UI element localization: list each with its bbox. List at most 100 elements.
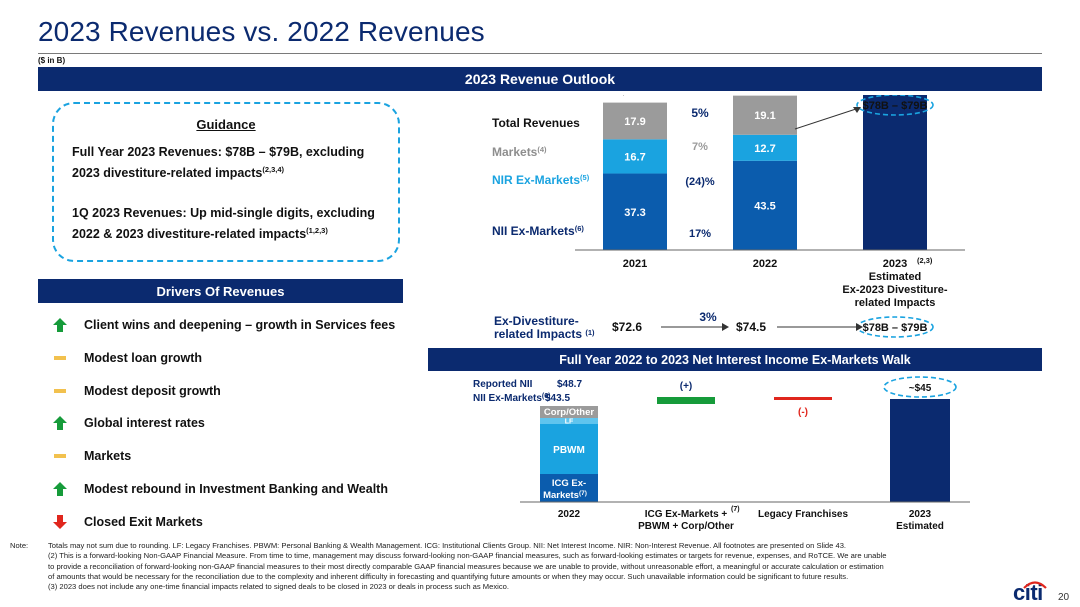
stack-segment [733,134,797,161]
trend-arrow-head-icon [853,107,861,113]
driver-label: Client wins and deepening – growth in Se… [84,318,396,332]
category-label: 2021 [623,258,647,270]
segment-label: ICG Ex- [552,478,586,489]
category-label: Estimated [869,271,922,283]
stack-segment [603,102,667,140]
driver-item: Closed Exit Markets [52,512,203,532]
segment-label: PBWM [553,445,585,456]
ex-divestiture-growth: 3% [699,310,717,324]
guidance-full-year: Full Year 2023 Revenues: $78B – $79B, ex… [72,144,392,182]
driver-item: Markets [52,446,131,466]
growth-label: 17% [689,228,711,240]
stack-segment [733,95,797,135]
segment-value: 37.3 [624,207,645,219]
stack-segment [540,418,598,424]
nii-walk-header: Full Year 2022 to 2023 Net Interest Inco… [428,348,1042,371]
series-label: Markets(4) [492,145,547,159]
category-label: related Impacts [855,297,936,309]
dash-icon [52,448,68,464]
decrease-label: (-) [798,407,808,418]
category-label: PBWM + Corp/Other [638,521,734,532]
driver-item: Modest loan growth [52,348,202,368]
total-value: $78B – $79B [863,100,928,112]
category-label: Legacy Franchises [758,509,848,520]
dash-icon [52,350,68,366]
driver-item: Modest deposit growth [52,381,221,401]
nii-ex-markets-value: $43.5 [545,393,570,404]
growth-label: 7% [692,141,708,153]
driver-label: Modest rebound in Investment Banking and… [84,482,388,496]
note-line: (2) This is a forward-looking Non-GAAP F… [48,551,887,561]
dash-icon [52,383,68,399]
arrow-up-icon [52,481,68,497]
category-label: ICG Ex-Markets + [645,509,728,520]
notes-body: Totals may not sum due to rounding. LF: … [48,541,1048,592]
nii-walk-chart: Reported NII $48.7 NII Ex-Markets(6) $43.5 I… [425,371,1045,536]
segment-footnote: (7) [579,490,587,497]
category-label: Estimated [896,521,944,532]
series-footnote: (4) [537,145,547,154]
segment-value: 17.9 [624,116,645,128]
nii-walk-chart-svg: Reported NII $48.7 NII Ex-Markets(6)$43.5 I… [473,376,970,532]
estimate-bar [863,89,927,250]
decrease-bar [774,397,832,400]
nii-ex-markets-label: NII Ex-Markets(6) [473,393,550,404]
estimate-highlight-ring [883,376,957,398]
growth-label: (24)% [685,176,715,188]
guidance-full-year-text: Full Year 2023 Revenues: $78B – $79B, ex… [72,145,365,181]
page-title: 2023 Revenues vs. 2022 Revenues [38,16,485,47]
stack-segment [540,406,598,418]
arrow-down-icon [52,514,68,530]
drivers-header: Drivers Of Revenues [38,279,403,303]
category-label: 2022 [558,509,581,520]
segment-value: 12.7 [754,143,775,155]
growth-label: 5% [691,106,709,120]
ex-divestiture-value: $74.5 [736,320,766,334]
arrow-up-icon [52,317,68,333]
guidance-1q-footnote: (1,2,3) [306,226,328,235]
segment-value: 43.5 [754,200,775,212]
note-line: (3) 2023 does not include any one-time f… [48,582,509,592]
stack-segment [603,139,667,174]
segment-label: Markets(7) [543,490,587,501]
increase-bar [657,397,715,404]
guidance-title: Guidance [196,117,256,132]
stack-segment [733,160,797,250]
segment-value: 19.1 [754,110,775,122]
driver-label: Global interest rates [84,416,205,431]
series-label: NII Ex-Markets(6) [492,224,584,238]
ex-divestiture-value: $72.6 [612,320,642,334]
category-label: Ex-2023 Divestiture- [842,284,947,296]
guidance-1q-text: 1Q 2023 Revenues: Up mid-single digits, … [72,206,375,242]
driver-item: Client wins and deepening – growth in Se… [52,315,395,335]
outlook-header: 2023 Revenue Outlook [38,67,1042,91]
segment-label: LF [565,419,574,426]
ex-divestiture-arrow-head-icon [856,323,863,331]
series-label: NIR Ex-Markets(5) [492,173,590,187]
nii-ex-markets-footnote: (6) [542,393,551,400]
driver-label: Closed Exit Markets [84,514,203,529]
guidance-1q: 1Q 2023 Revenues: Up mid-single digits, … [72,205,392,243]
category-footnote: (7) [731,506,740,513]
notes-label: Note: [10,541,29,550]
page-number: 20 [1058,592,1070,603]
series-footnote: (6) [575,224,585,233]
estimate-bar [890,399,950,502]
ex-divestiture-arrow-head-icon [722,323,729,331]
stack-segment [540,424,598,474]
stack-segment [540,474,598,502]
increase-label: (+) [680,381,693,392]
stack-segment [603,173,667,250]
guidance-box: Guidance Full Year 2023 Revenues: $78B –… [52,102,400,262]
ex-divestiture-value: $78B – $79B [863,322,928,334]
driver-item: Modest rebound in Investment Banking and… [52,479,388,499]
note-line: Totals may not sum due to rounding. LF: … [48,541,847,550]
category-label: 2022 [753,258,777,270]
ex-divestiture-label: related Impacts (1) [494,327,595,341]
segment-value: 16.7 [624,151,645,163]
driver-item: Global interest rates [52,413,205,433]
driver-label: Modest loan growth [84,350,203,365]
title-divider [38,53,1042,54]
reported-nii-value: $48.7 [557,379,582,390]
driver-label: Markets [84,449,132,464]
